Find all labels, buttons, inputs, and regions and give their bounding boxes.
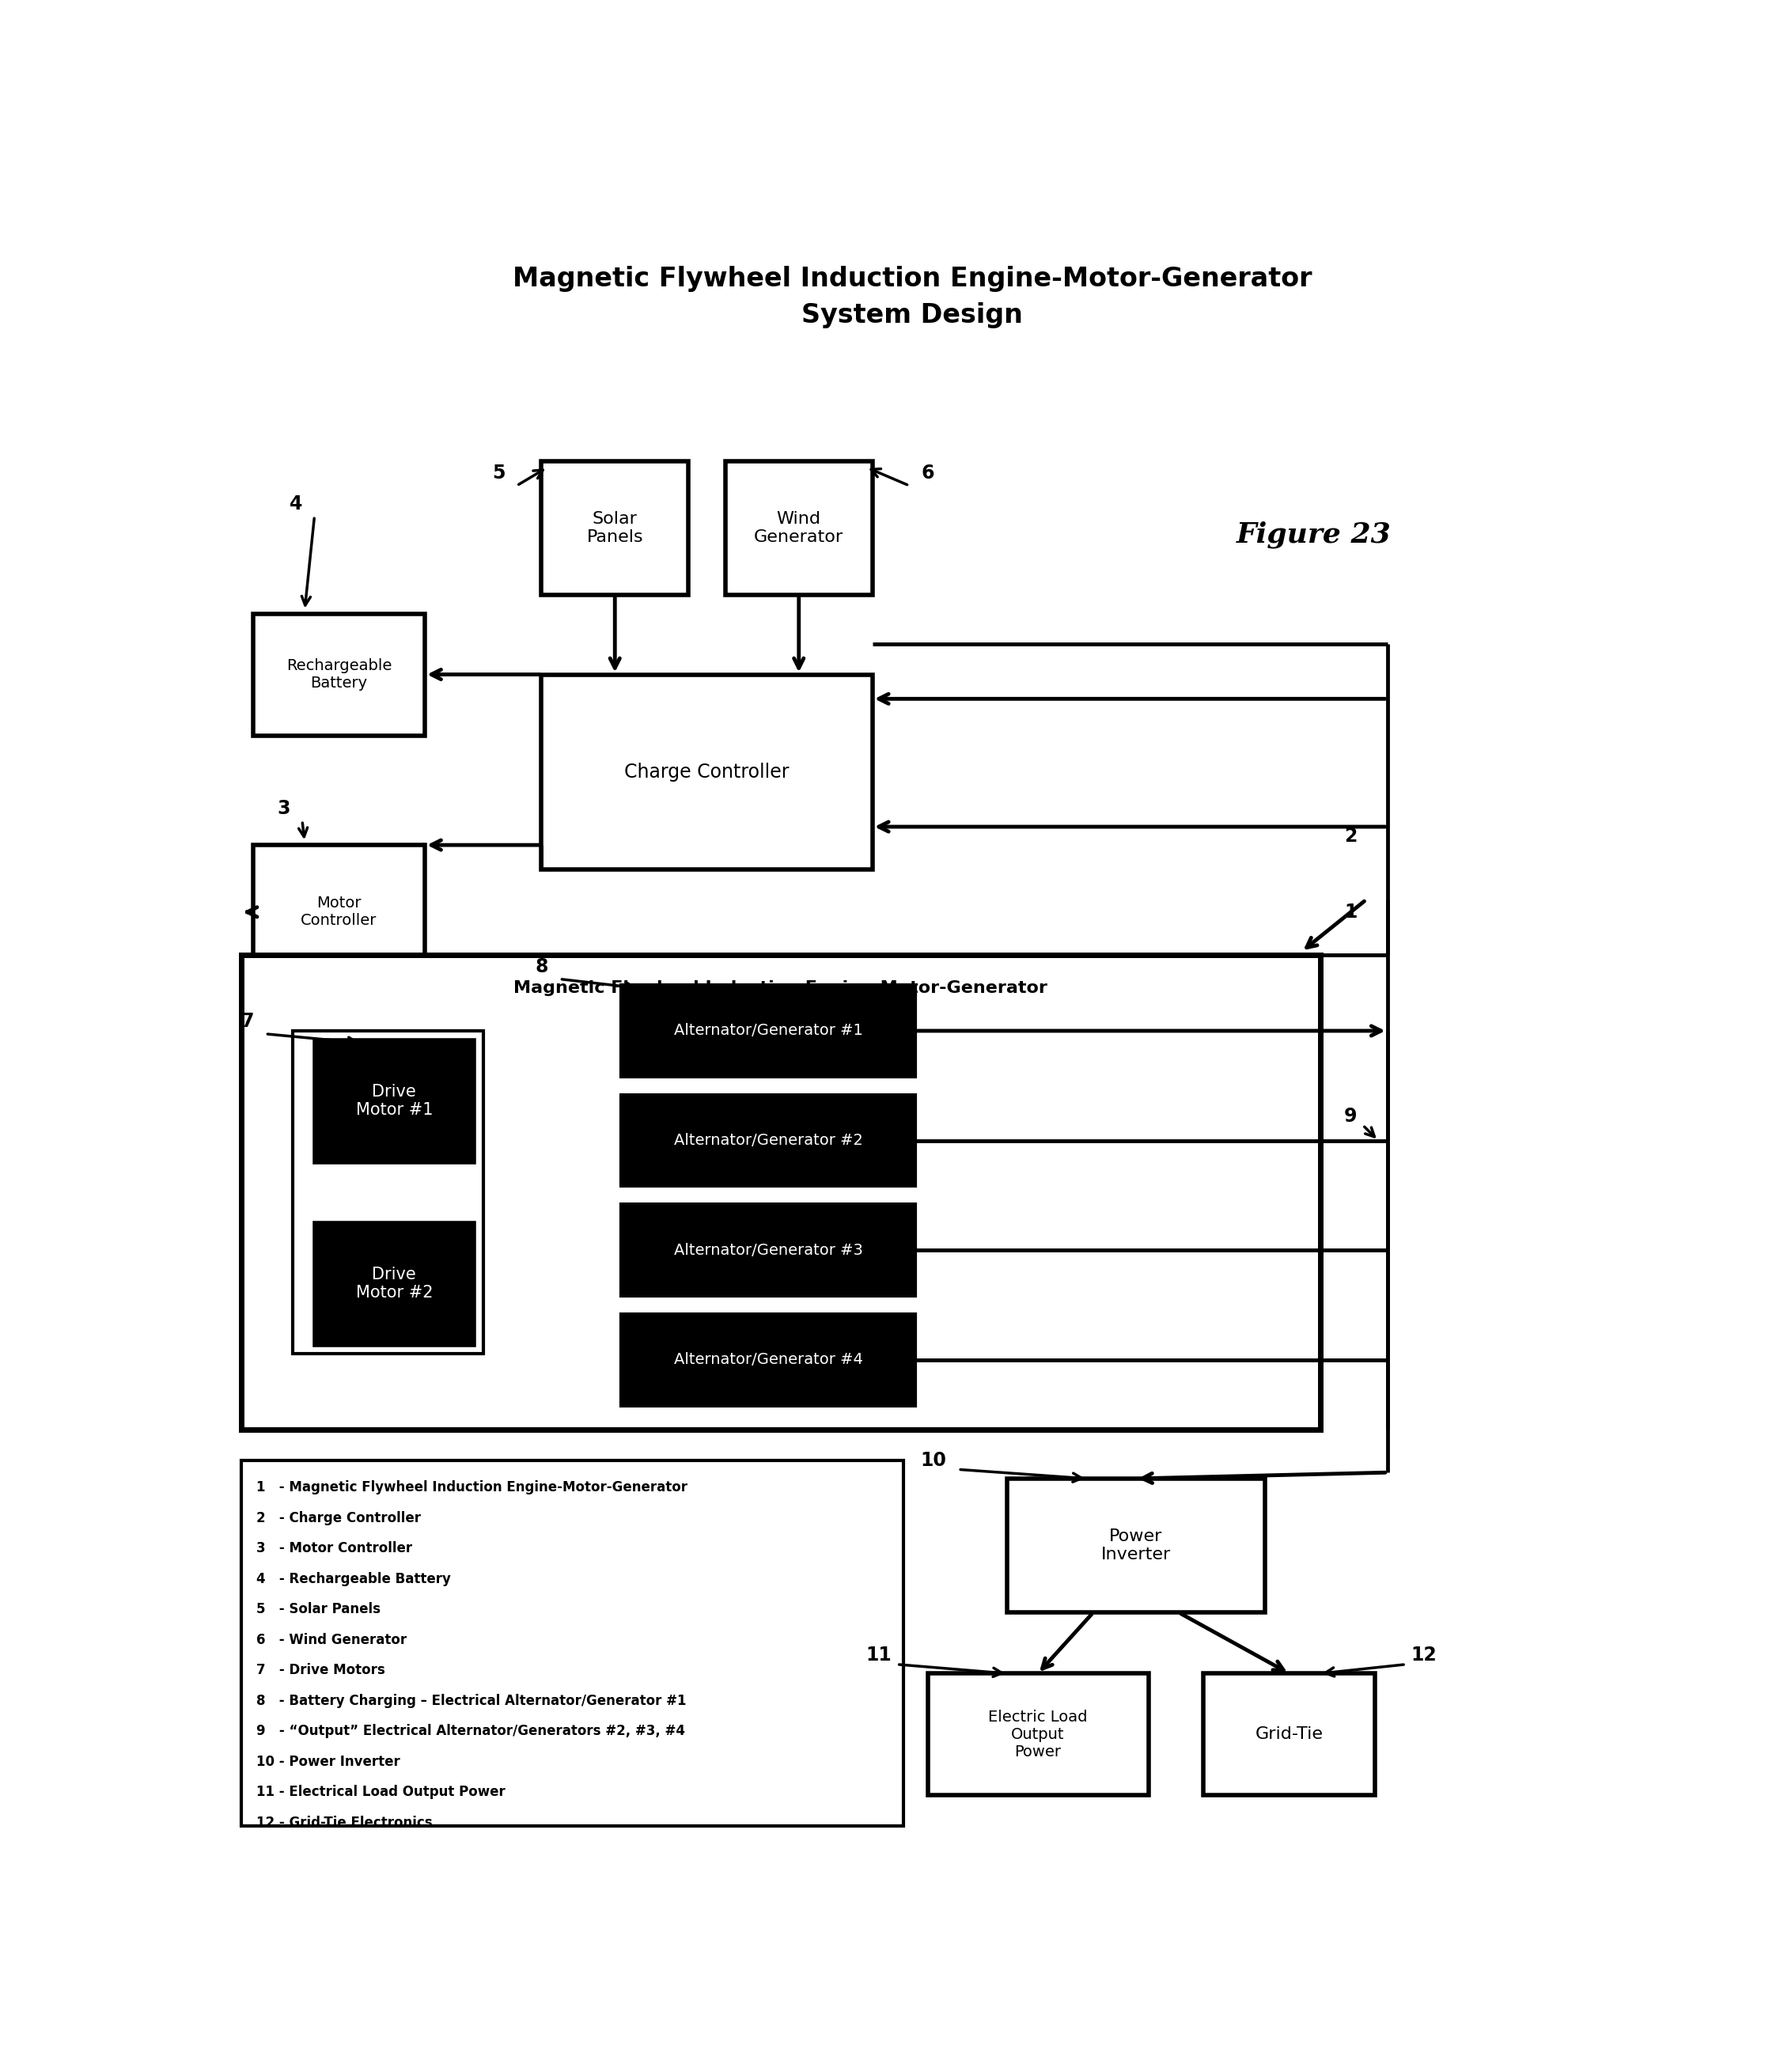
Text: 6: 6 <box>920 464 934 483</box>
Text: Charge Controller: Charge Controller <box>625 762 789 781</box>
Text: Alternator/Generator #2: Alternator/Generator #2 <box>673 1133 863 1148</box>
Bar <box>621 1314 915 1405</box>
Text: Wind
Generator: Wind Generator <box>755 512 844 545</box>
Text: 2   - Charge Controller: 2 - Charge Controller <box>256 1510 420 1525</box>
Text: 12: 12 <box>1412 1645 1436 1664</box>
Bar <box>724 462 872 595</box>
Text: 3: 3 <box>278 800 290 818</box>
Bar <box>253 845 425 980</box>
Text: 9: 9 <box>1344 1106 1356 1125</box>
Text: Magnetic Flywheel Induction Engine-Motor-Generator: Magnetic Flywheel Induction Engine-Motor… <box>513 265 1312 292</box>
Text: 1   - Magnetic Flywheel Induction Engine-Motor-Generator: 1 - Magnetic Flywheel Induction Engine-M… <box>256 1481 687 1494</box>
Bar <box>315 1040 473 1162</box>
Text: 2: 2 <box>1344 827 1356 845</box>
Text: Drive
Motor #2: Drive Motor #2 <box>356 1266 433 1301</box>
Text: 7   - Drive Motors: 7 - Drive Motors <box>256 1664 384 1678</box>
Text: 6   - Wind Generator: 6 - Wind Generator <box>256 1633 406 1647</box>
Text: Solar
Panels: Solar Panels <box>587 512 643 545</box>
Bar <box>541 462 689 595</box>
Bar <box>240 955 1321 1430</box>
Bar <box>253 613 425 736</box>
Bar <box>294 1032 482 1353</box>
Text: 8: 8 <box>534 957 548 976</box>
Text: 12 - Grid-Tie Electronics: 12 - Grid-Tie Electronics <box>256 1815 433 1830</box>
Text: 7: 7 <box>240 1013 253 1032</box>
Text: 8   - Battery Charging – Electrical Alternator/Generator #1: 8 - Battery Charging – Electrical Altern… <box>256 1693 687 1707</box>
Bar <box>240 1461 902 1825</box>
Text: 1: 1 <box>1344 903 1356 922</box>
Bar <box>621 1094 915 1185</box>
Text: 4: 4 <box>290 495 303 514</box>
Text: Magnetic Flywheel Induction Engine-Motor-Generator: Magnetic Flywheel Induction Engine-Motor… <box>513 980 1047 997</box>
Text: Alternator/Generator #1: Alternator/Generator #1 <box>673 1024 863 1038</box>
Text: Rechargeable
Battery: Rechargeable Battery <box>287 659 392 690</box>
Text: Grid-Tie: Grid-Tie <box>1255 1726 1323 1743</box>
Bar <box>315 1222 473 1345</box>
Text: System Design: System Design <box>801 303 1024 327</box>
Text: 5   - Solar Panels: 5 - Solar Panels <box>256 1602 381 1616</box>
Text: 10: 10 <box>920 1450 947 1469</box>
Text: Alternator/Generator #3: Alternator/Generator #3 <box>673 1243 863 1258</box>
Text: Power
Inverter: Power Inverter <box>1102 1529 1171 1562</box>
Bar <box>621 1204 915 1295</box>
Text: Drive
Motor #1: Drive Motor #1 <box>356 1084 433 1119</box>
Text: 10 - Power Inverter: 10 - Power Inverter <box>256 1755 400 1769</box>
Bar <box>1007 1479 1266 1612</box>
Text: 3   - Motor Controller: 3 - Motor Controller <box>256 1542 413 1556</box>
Text: 11: 11 <box>865 1645 892 1664</box>
Text: Figure 23: Figure 23 <box>1237 520 1392 547</box>
Text: 9   - “Output” Electrical Alternator/Generators #2, #3, #4: 9 - “Output” Electrical Alternator/Gener… <box>256 1724 685 1738</box>
Bar <box>1203 1674 1376 1794</box>
Text: Motor
Controller: Motor Controller <box>301 895 377 928</box>
Bar <box>541 675 872 870</box>
Text: Electric Load
Output
Power: Electric Load Output Power <box>988 1709 1088 1759</box>
Text: 4   - Rechargeable Battery: 4 - Rechargeable Battery <box>256 1573 450 1587</box>
Text: 5: 5 <box>491 464 506 483</box>
Bar <box>621 984 915 1077</box>
Text: 11 - Electrical Load Output Power: 11 - Electrical Load Output Power <box>256 1786 506 1798</box>
Bar <box>927 1674 1148 1794</box>
Text: Alternator/Generator #4: Alternator/Generator #4 <box>673 1353 863 1368</box>
